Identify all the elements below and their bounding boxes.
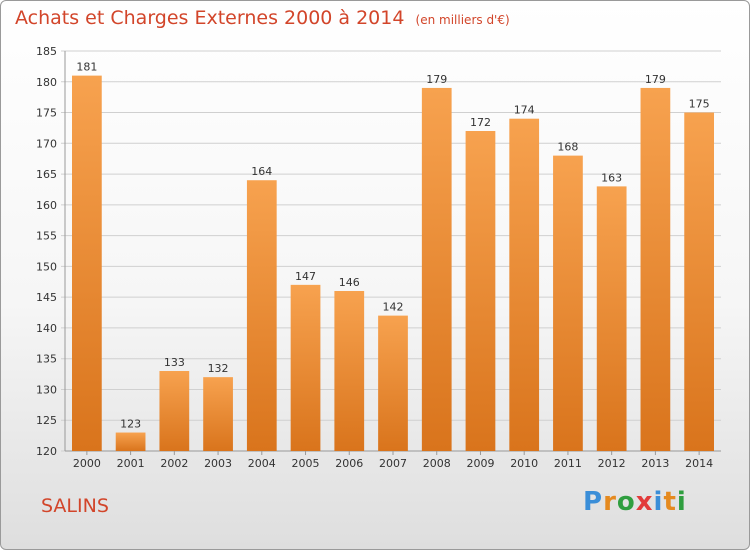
- logo-letter: i: [653, 487, 664, 517]
- x-tick-label-2001: 2001: [117, 457, 145, 470]
- x-tick-label-2013: 2013: [641, 457, 669, 470]
- value-label-2006: 146: [339, 276, 360, 289]
- bar-2008: [421, 87, 452, 451]
- y-tick-label: 125: [36, 414, 57, 427]
- chart-title-block: Achats et Charges Externes 2000 à 2014 (…: [15, 7, 510, 29]
- bars: [71, 75, 715, 452]
- y-tick-label: 165: [36, 168, 57, 181]
- logo-letter: t: [663, 487, 677, 517]
- y-tick-label: 140: [36, 322, 57, 335]
- value-label-2012: 163: [601, 171, 622, 184]
- y-tick-label: 155: [36, 230, 57, 243]
- y-tick-label: 135: [36, 353, 57, 366]
- bar-2005: [290, 284, 321, 451]
- bar-2013: [640, 87, 671, 451]
- logo-letter: o: [616, 487, 636, 517]
- bar-2000: [71, 75, 102, 451]
- y-tick-label: 145: [36, 291, 57, 304]
- x-tick-label-2009: 2009: [466, 457, 494, 470]
- logo-letter: r: [603, 487, 617, 517]
- y-tick-label: 120: [36, 445, 57, 458]
- bar-2006: [334, 291, 365, 451]
- bar-2010: [509, 118, 540, 451]
- labels: 120 125 130 135 140 145 150 155 160 165 170 175 180 1…: [36, 45, 713, 470]
- value-label-2000: 181: [76, 61, 97, 74]
- bar-2007: [378, 315, 408, 451]
- y-tick-label: 160: [36, 199, 57, 212]
- value-label-2014: 175: [689, 98, 710, 111]
- bar-2002: [159, 371, 190, 451]
- chart-title: Achats et Charges Externes 2000 à 2014: [15, 7, 405, 29]
- y-tick-label: 170: [36, 137, 57, 150]
- unit-note: (en milliers d'€): [415, 13, 510, 27]
- value-label-2008: 179: [426, 73, 447, 86]
- value-label-2011: 168: [557, 141, 578, 154]
- value-label-2002: 133: [164, 356, 185, 369]
- x-tick-label-2002: 2002: [160, 457, 188, 470]
- value-label-2004: 164: [251, 165, 272, 178]
- y-tick-label: 130: [36, 383, 57, 396]
- bar-2012: [596, 186, 627, 451]
- x-tick-label-2004: 2004: [248, 457, 276, 470]
- value-label-2001: 123: [120, 418, 141, 431]
- logo-letter: x: [635, 487, 654, 517]
- commune-name: SALINS: [41, 495, 109, 517]
- x-tick-label-2010: 2010: [510, 457, 538, 470]
- bar-2003: [203, 377, 233, 451]
- y-tick-label: 180: [36, 76, 57, 89]
- logo-letter: P: [583, 487, 604, 517]
- proxiti-logo: Proxiti: [583, 487, 687, 517]
- x-tick-label-2014: 2014: [685, 457, 713, 470]
- bar-2001: [115, 432, 146, 451]
- x-tick-label-2008: 2008: [423, 457, 451, 470]
- value-label-2013: 179: [645, 73, 666, 86]
- y-tick-label: 185: [36, 45, 57, 58]
- x-tick-label-2005: 2005: [292, 457, 320, 470]
- y-tick-label: 150: [36, 260, 57, 273]
- value-label-2009: 172: [470, 116, 491, 129]
- bar-2014: [684, 112, 715, 452]
- x-tick-label-2000: 2000: [73, 457, 101, 470]
- bar-2004: [246, 180, 277, 451]
- y-tick-label: 175: [36, 107, 57, 120]
- x-tick-label-2006: 2006: [335, 457, 363, 470]
- value-label-2003: 132: [208, 362, 229, 375]
- logo-letter: i: [676, 487, 687, 517]
- value-label-2010: 174: [514, 104, 535, 117]
- value-label-2007: 142: [383, 301, 404, 314]
- value-label-2005: 147: [295, 270, 316, 283]
- x-tick-label-2003: 2003: [204, 457, 232, 470]
- bar-2011: [553, 155, 583, 451]
- bar-2009: [465, 131, 496, 451]
- x-tick-label-2011: 2011: [554, 457, 582, 470]
- x-tick-label-2012: 2012: [598, 457, 626, 470]
- x-tick-label-2007: 2007: [379, 457, 407, 470]
